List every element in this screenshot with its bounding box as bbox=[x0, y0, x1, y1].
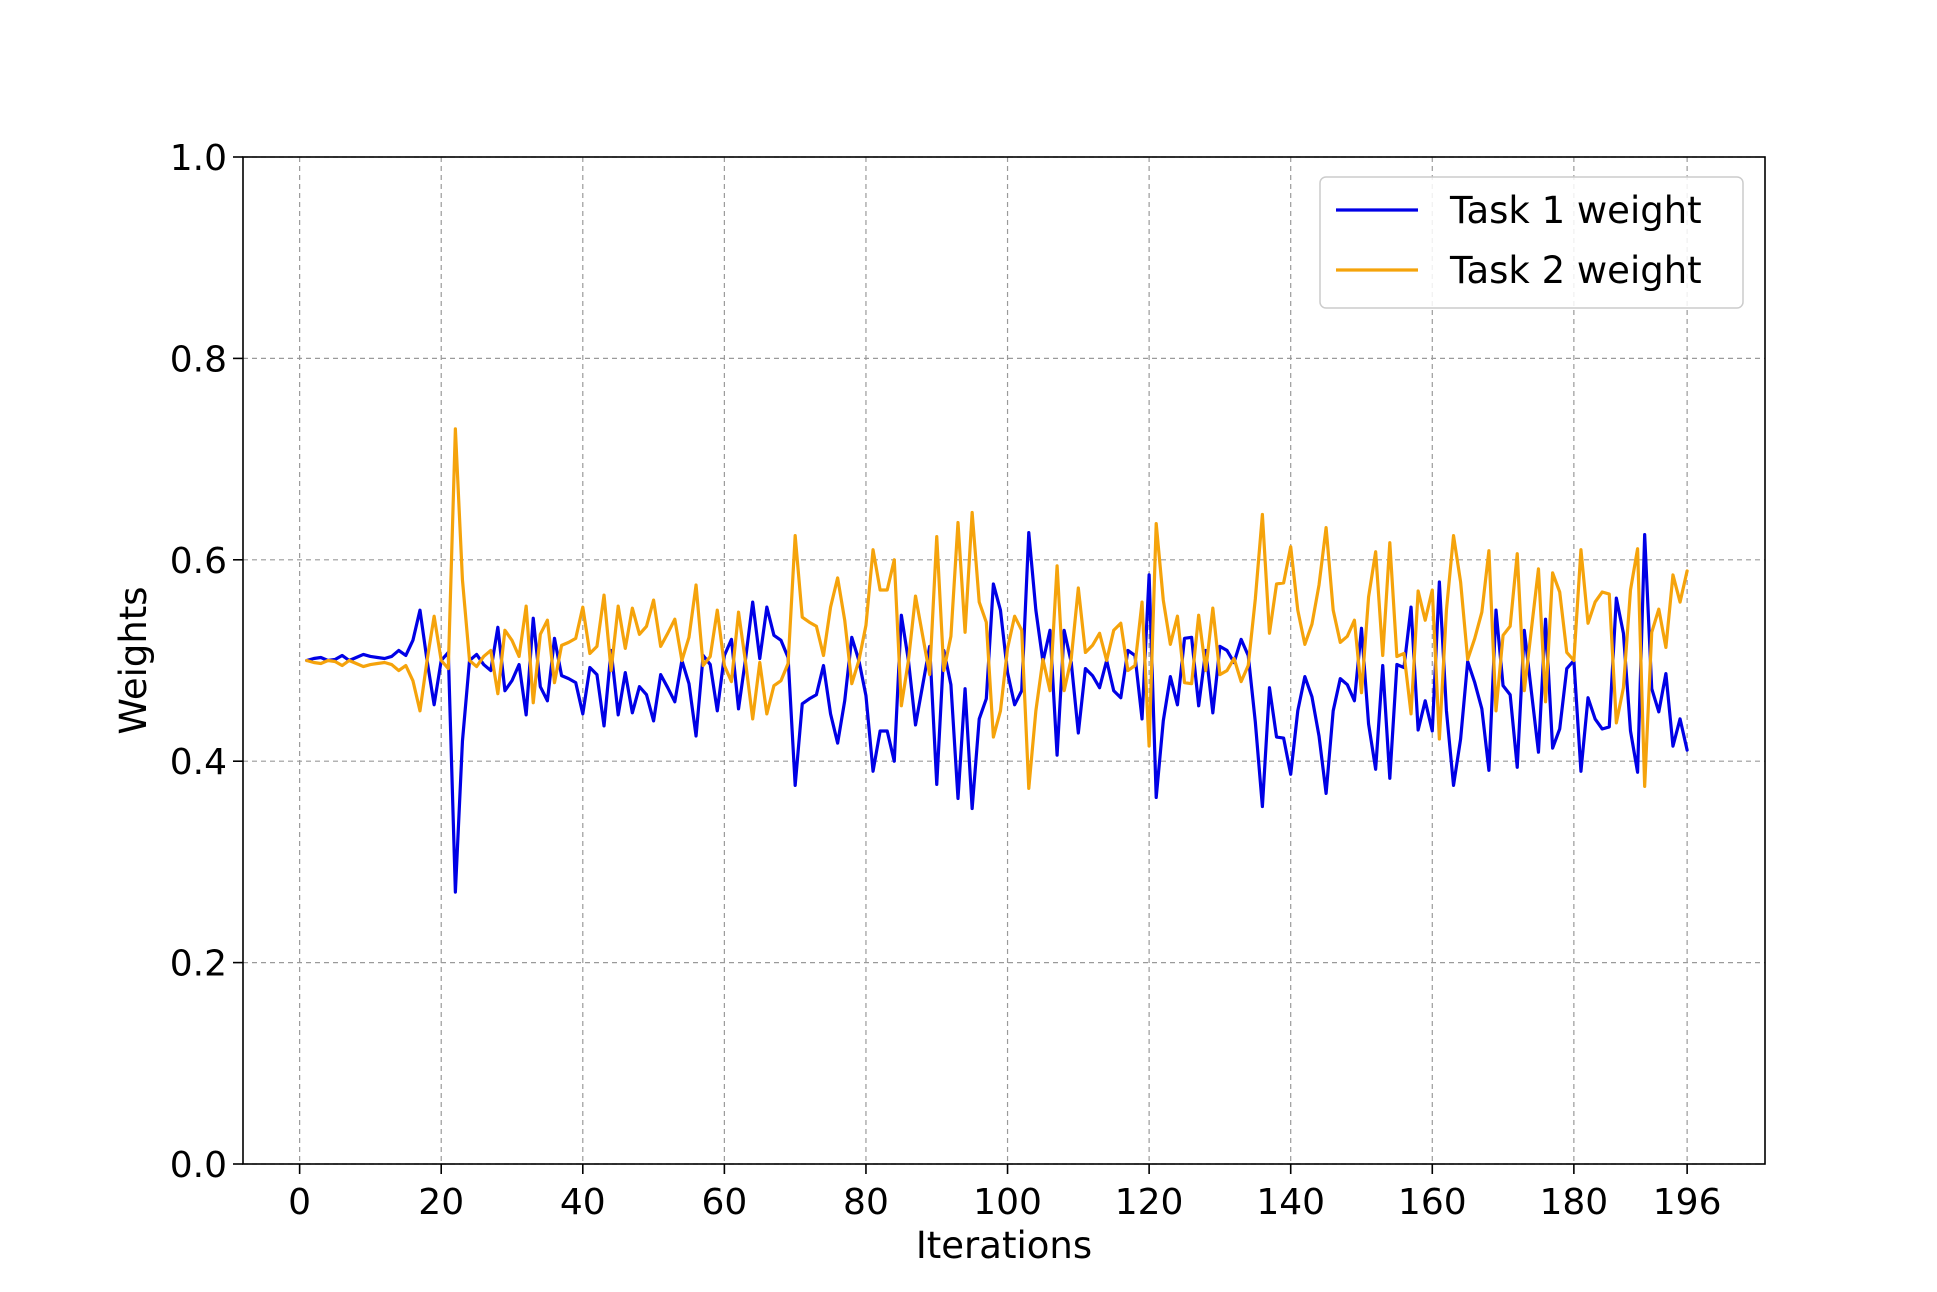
x-tick-label: 120 bbox=[1115, 1182, 1184, 1223]
x-tick-label: 140 bbox=[1256, 1182, 1325, 1223]
x-tick-label: 60 bbox=[701, 1182, 747, 1223]
y-tick-label: 0.8 bbox=[170, 339, 227, 380]
x-tick-label: 40 bbox=[560, 1182, 606, 1223]
legend-label-task-1: Task 1 weight bbox=[1449, 189, 1702, 232]
x-tick-label: 100 bbox=[973, 1182, 1042, 1223]
x-tick-label: 0 bbox=[288, 1182, 311, 1223]
y-axis-label: Weights bbox=[112, 586, 155, 734]
axis-ticks: 0 20 40 60 80 100 120 140 160 180 196 0.0 0.2 0.4 0.6 0… bbox=[170, 138, 1722, 1223]
x-tick-label: 20 bbox=[418, 1182, 464, 1223]
y-tick-label: 0.6 bbox=[170, 541, 227, 582]
x-tick-label: 80 bbox=[843, 1182, 889, 1223]
grid bbox=[243, 156, 1765, 1165]
y-tick-label: 0.2 bbox=[170, 944, 227, 985]
y-tick-label: 0.4 bbox=[170, 742, 227, 783]
x-axis-label: Iterations bbox=[916, 1224, 1092, 1267]
legend-box bbox=[1319, 176, 1744, 309]
series-line-task-2 bbox=[305, 427, 1689, 790]
x-tick-label: 160 bbox=[1398, 1182, 1467, 1223]
x-tick-label: 196 bbox=[1653, 1182, 1722, 1223]
series-lines bbox=[305, 427, 1689, 894]
series-line-task-1 bbox=[305, 531, 1689, 894]
y-tick-label: 0.0 bbox=[170, 1145, 227, 1186]
plot-area-frame bbox=[242, 156, 1766, 1165]
legend-label-task-2: Task 2 weight bbox=[1449, 249, 1702, 292]
x-tick-label: 180 bbox=[1540, 1182, 1609, 1223]
y-tick-label: 1.0 bbox=[170, 138, 227, 179]
legend: Task 1 weight Task 2 weight bbox=[1319, 176, 1744, 309]
